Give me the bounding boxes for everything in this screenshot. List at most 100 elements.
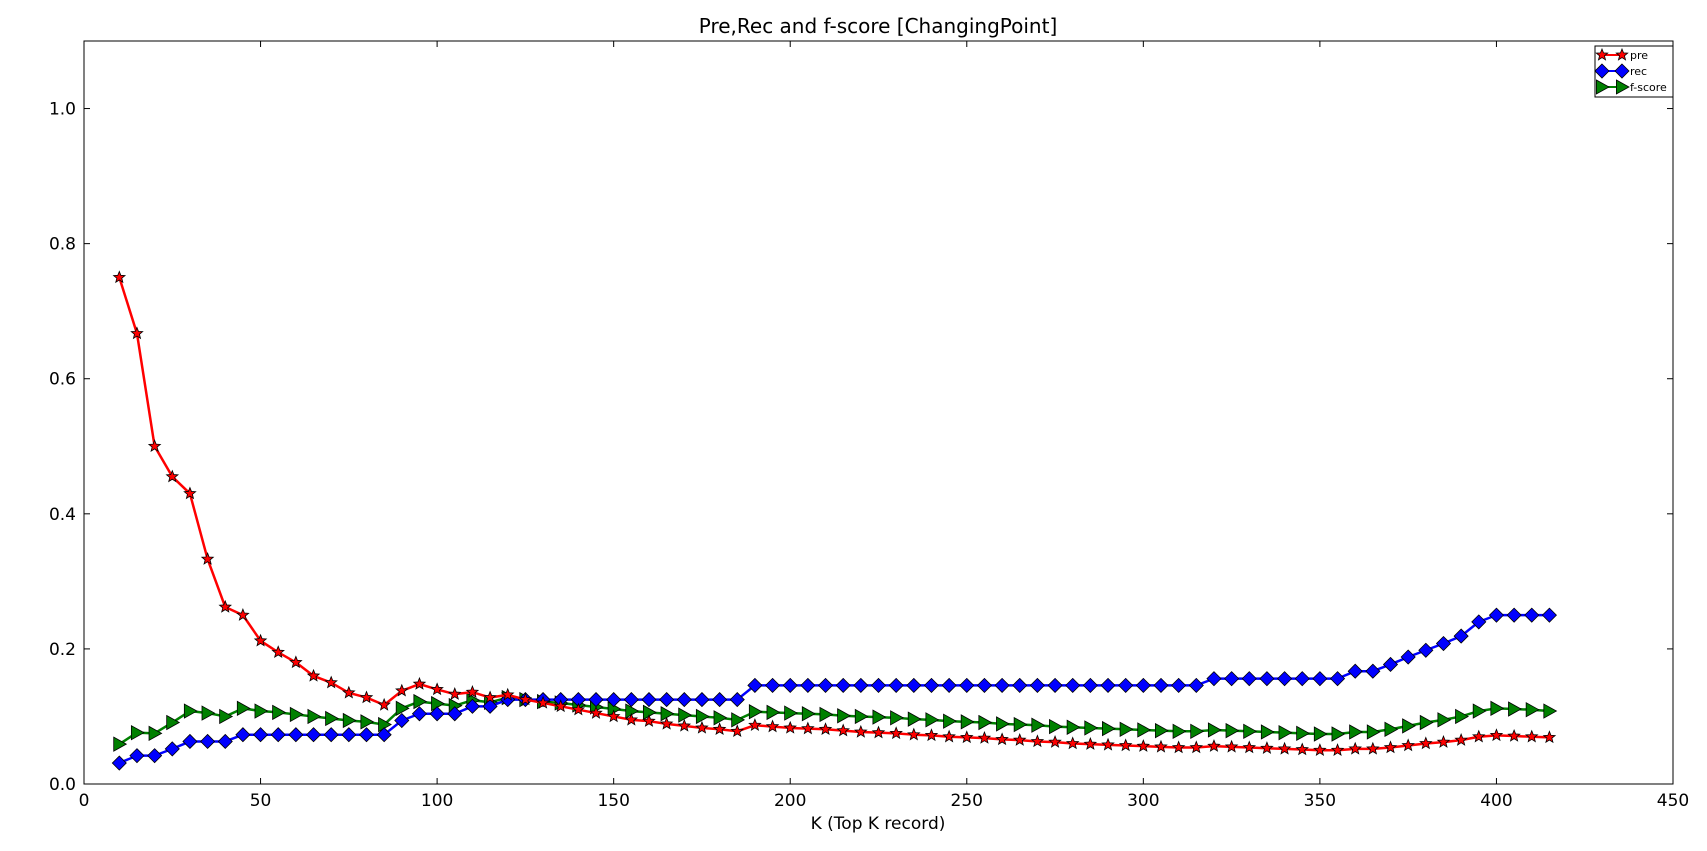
y-tick-label: 0.6 (49, 370, 76, 390)
data-point-f-score (1402, 718, 1416, 734)
data-point-rec (1418, 642, 1434, 658)
data-point-rec (323, 727, 339, 743)
data-point-rec (447, 706, 463, 722)
data-point-pre (1330, 743, 1345, 756)
data-point-pre (465, 685, 480, 698)
data-point-rec (200, 733, 216, 750)
data-point-rec (1241, 671, 1257, 687)
data-point-pre (1136, 739, 1151, 752)
data-point-f-score (1313, 726, 1328, 742)
data-point-rec (1100, 677, 1116, 693)
data-point-f-score (325, 710, 340, 727)
y-tick-label: 0.4 (49, 505, 76, 525)
data-point-f-score (819, 706, 834, 723)
data-point-rec (800, 677, 816, 693)
data-point-f-score (360, 714, 375, 730)
data-point-f-score (854, 708, 869, 725)
x-tick-label: 350 (1304, 791, 1336, 811)
series-f-score (113, 689, 1558, 752)
data-point-pre (571, 702, 586, 716)
y-tick-label: 0.2 (49, 640, 76, 660)
data-point-rec (235, 727, 251, 743)
data-point-pre (1030, 734, 1045, 748)
data-point-rec (870, 677, 887, 693)
data-point-f-score (1102, 720, 1116, 737)
data-point-pre (606, 709, 621, 723)
data-point-pre (1348, 741, 1362, 755)
x-axis-label: K (Top K record) (811, 814, 946, 834)
data-point-pre (1313, 743, 1327, 756)
data-point-pre (942, 729, 956, 743)
data-point-pre (1383, 740, 1398, 754)
data-point-rec (1188, 677, 1204, 693)
data-point-pre (306, 668, 321, 682)
data-point-f-score (236, 700, 251, 717)
data-point-rec (1082, 677, 1098, 693)
data-point-rec (1506, 607, 1522, 623)
data-point-rec (111, 755, 127, 771)
data-point-f-score (766, 704, 781, 721)
data-point-pre (1436, 735, 1451, 748)
plot-frame (83, 40, 1674, 785)
data-point-f-score (1119, 721, 1134, 737)
data-point-rec (676, 692, 692, 708)
data-point-f-score (960, 714, 975, 730)
data-point-rec (147, 748, 163, 764)
data-point-rec (694, 692, 710, 708)
data-point-rec (1224, 671, 1240, 687)
data-point-pre (1260, 741, 1274, 754)
data-point-rec (959, 677, 975, 693)
data-point-pre (1171, 740, 1186, 754)
legend-marker (1595, 47, 1609, 61)
data-point-pre (553, 699, 568, 713)
legend-marker (1596, 79, 1610, 95)
data-point-rec (305, 727, 322, 743)
data-point-f-score (1384, 721, 1399, 737)
data-point-rec (1047, 677, 1063, 693)
data-point-rec (464, 698, 480, 714)
data-point-rec (1541, 607, 1557, 623)
x-tick-label: 50 (250, 791, 272, 811)
data-point-rec (1206, 671, 1222, 687)
data-point-f-score (731, 712, 746, 728)
data-point-pre (977, 730, 992, 744)
x-tick-label: 300 (1127, 791, 1159, 811)
data-point-f-score (395, 700, 410, 717)
data-point-pre (589, 705, 603, 719)
data-point-f-score (254, 703, 269, 719)
data-point-f-score (342, 712, 357, 729)
data-point-f-score (148, 725, 163, 742)
data-point-rec (1259, 671, 1275, 687)
data-point-pre (183, 486, 197, 500)
data-point-f-score (1172, 723, 1187, 739)
data-point-pre (165, 469, 180, 483)
data-point-pre (271, 645, 285, 659)
data-point-pre (342, 685, 356, 699)
data-point-rec (1400, 649, 1416, 665)
data-point-f-score (678, 707, 693, 723)
data-point-f-score (1472, 703, 1487, 719)
data-point-pre (1224, 739, 1239, 753)
data-point-pre (218, 599, 232, 613)
data-point-f-score (784, 705, 799, 721)
data-point-pre (1277, 741, 1292, 755)
data-point-pre (1489, 728, 1504, 742)
data-point-f-score (1190, 723, 1205, 739)
data-point-pre (236, 608, 250, 621)
data-point-f-score (1296, 725, 1311, 742)
data-point-f-score (943, 713, 957, 729)
data-point-pre (1472, 729, 1486, 743)
data-point-pre (995, 732, 1009, 746)
data-point-pre (1525, 729, 1539, 743)
data-point-pre (1101, 737, 1115, 751)
data-point-f-score (289, 706, 304, 723)
data-point-rec (853, 677, 869, 693)
data-point-pre (854, 724, 868, 738)
data-point-pre (1242, 740, 1257, 754)
data-point-rec (376, 727, 392, 743)
data-point-pre (1295, 742, 1309, 756)
data-point-f-score (925, 712, 940, 728)
data-point-pre (147, 439, 162, 453)
data-point-pre (907, 727, 921, 741)
